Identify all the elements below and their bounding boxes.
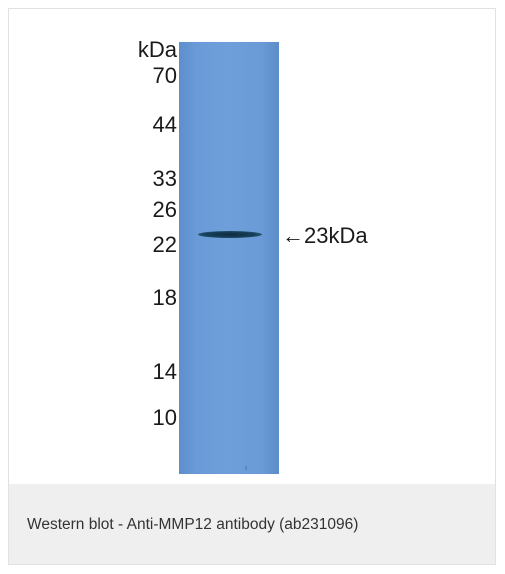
lane-artifact (245, 466, 247, 470)
figure-card: kDa 70 44 33 26 22 18 14 10 ←23kDa Weste… (8, 8, 496, 565)
marker-18: 18 (152, 285, 177, 310)
blot-lane (179, 42, 279, 474)
marker-10: 10 (152, 405, 177, 430)
marker-70: 70 (152, 63, 177, 88)
marker-44: 44 (152, 112, 177, 137)
marker-33: 33 (152, 166, 177, 191)
marker-22: 22 (152, 232, 177, 257)
kda-unit-label: kDa (137, 37, 177, 62)
figure-caption: Western blot - Anti-MMP12 antibody (ab23… (27, 516, 359, 533)
western-blot-image: kDa 70 44 33 26 22 18 14 10 ←23kDa (9, 9, 495, 484)
protein-band (198, 231, 262, 238)
marker-26: 26 (152, 197, 177, 222)
caption-bar: Western blot - Anti-MMP12 antibody (ab23… (9, 484, 495, 564)
marker-14: 14 (152, 359, 177, 384)
band-size-label: ←23kDa (282, 223, 368, 248)
